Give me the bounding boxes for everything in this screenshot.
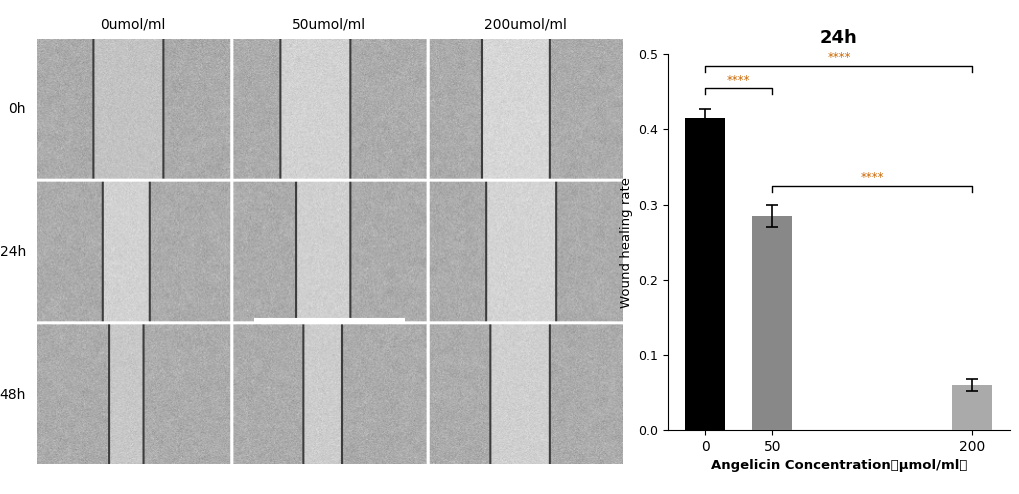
Text: ****: ****	[727, 74, 750, 86]
Bar	[685, 118, 725, 430]
Text: 200umol/ml: 200umol/ml	[484, 18, 567, 32]
Bar	[952, 385, 991, 430]
Text: 48h: 48h	[0, 387, 26, 402]
Bar	[751, 216, 792, 430]
Y-axis label: Wound healing rate: Wound healing rate	[620, 176, 632, 308]
Title: 24h: 24h	[819, 29, 857, 47]
Text: 0umol/ml: 0umol/ml	[100, 18, 166, 32]
Text: 50umol/ml: 50umol/ml	[292, 18, 366, 32]
Text: 0h: 0h	[8, 102, 26, 117]
Text: 24h: 24h	[0, 245, 26, 259]
Text: ****: ****	[826, 51, 850, 64]
Text: ****: ****	[860, 171, 883, 184]
X-axis label: Angelicin Concentration（μmol/ml）: Angelicin Concentration（μmol/ml）	[710, 459, 966, 472]
